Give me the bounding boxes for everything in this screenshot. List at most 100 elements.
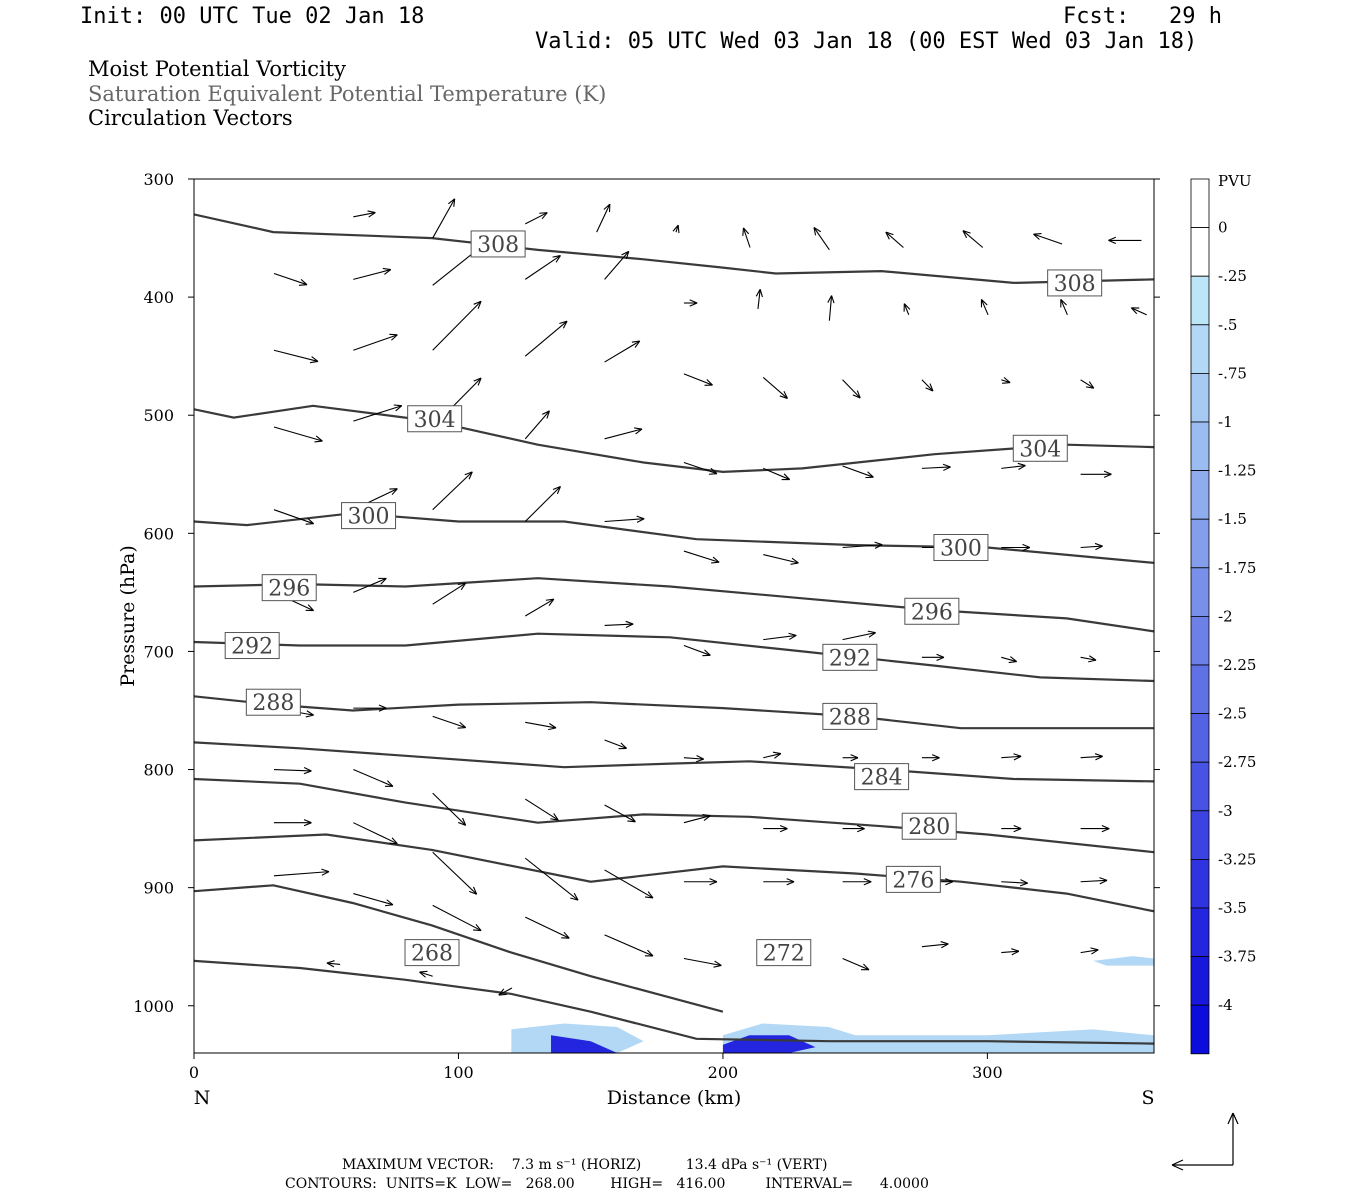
circulation-vector [1001, 753, 1022, 761]
circulation-vector [763, 878, 795, 886]
circulation-vector [842, 824, 865, 833]
circulation-vector [525, 916, 570, 939]
circulation-vector [273, 509, 314, 525]
colorbar-swatch [1190, 567, 1210, 617]
contour-label-288: 288 [822, 702, 878, 730]
circulation-vector [432, 198, 456, 239]
x-tick-label: 300 [972, 1063, 1003, 1082]
circulation-vector [683, 550, 720, 564]
circulation-vector [604, 620, 634, 629]
x-end-label-south: S [1141, 1087, 1154, 1109]
colorbar-label: -.25 [1218, 267, 1247, 285]
circulation-vector [1001, 656, 1018, 664]
contour-label-304: 304 [1012, 434, 1068, 462]
circulation-vector [432, 792, 467, 826]
circulation-vector [842, 465, 874, 479]
circulation-vector [755, 289, 763, 309]
svg-text:304: 304 [414, 408, 456, 433]
circulation-vector [842, 878, 872, 886]
svg-text:288: 288 [829, 705, 871, 730]
circulation-vector [273, 349, 319, 364]
svg-text:296: 296 [268, 577, 310, 602]
svg-text:268: 268 [411, 942, 453, 967]
contour-label-300: 300 [933, 533, 989, 561]
y-tick-label: 1000 [133, 997, 174, 1016]
field-title-vectors: Circulation Vectors [88, 106, 293, 130]
colorbar-swatch [1190, 324, 1210, 374]
circulation-vector [683, 645, 711, 657]
y-tick-label: 600 [143, 524, 174, 543]
circulation-vector [1160, 380, 1173, 390]
circulation-vector [524, 598, 555, 617]
circulation-vector [353, 769, 394, 787]
colorbar-swatch [1190, 761, 1210, 812]
y-tick-label: 900 [143, 879, 174, 898]
colorbar-label: -3.75 [1218, 948, 1256, 966]
contour-label-296: 296 [261, 574, 317, 602]
circulation-vector [353, 210, 376, 218]
contour-284 [194, 741, 1154, 783]
svg-text:300: 300 [940, 536, 982, 561]
y-tick-label: 300 [143, 170, 174, 189]
circulation-vector [1160, 657, 1178, 663]
colorbar-label: 0 [1218, 219, 1228, 237]
svg-text:280: 280 [908, 815, 950, 840]
colorbar-label: -3 [1218, 802, 1233, 820]
circulation-vector [1001, 879, 1028, 887]
colorbar-swatch [1190, 956, 1210, 1006]
circulation-vector [1080, 947, 1099, 955]
contour-layer [194, 213, 1154, 1045]
contour-label-268: 268 [404, 939, 460, 967]
colorbar-swatch [1190, 616, 1210, 666]
y-tick-label: 800 [143, 761, 174, 780]
colorbar-swatch [1190, 372, 1210, 423]
max-vector-note: MAXIMUM VECTOR: 7.3 m s⁻¹ (HORIZ) 13.4 d… [342, 1157, 828, 1173]
y-tick-label: 700 [143, 642, 174, 661]
circulation-vector [1080, 655, 1097, 663]
y-tick-label: 500 [143, 406, 174, 425]
contour-label-276: 276 [885, 865, 941, 893]
contour-304 [194, 404, 1154, 474]
circulation-vector [273, 426, 323, 443]
circulation-vector [683, 814, 711, 824]
circulation-vector [1080, 753, 1103, 761]
circulation-vector [885, 231, 904, 248]
circulation-vector [1159, 544, 1167, 550]
circulation-vector [1080, 877, 1108, 885]
colorbar-label: -3.25 [1218, 850, 1256, 868]
colorbar-label: -2.25 [1218, 656, 1256, 674]
circulation-vector [1001, 543, 1031, 552]
svg-text:284: 284 [861, 766, 903, 791]
contour-label-300: 300 [341, 502, 397, 530]
circulation-vector [763, 824, 788, 833]
circulation-vector [683, 299, 698, 307]
colorbar-swatch [1190, 470, 1210, 520]
circulation-vector [604, 340, 641, 363]
contour-296 [194, 577, 1154, 633]
colorbar-label: -.75 [1218, 364, 1247, 382]
colorbar-swatch [1190, 518, 1210, 569]
colorbar-swatch [1190, 227, 1210, 277]
circulation-vector [1080, 470, 1112, 478]
svg-text:308: 308 [477, 233, 519, 258]
contour-272 [194, 884, 724, 1013]
svg-text:292: 292 [231, 635, 273, 660]
circulation-vector [1033, 233, 1063, 245]
circulation-vector [353, 704, 387, 712]
circulation-vector [273, 272, 308, 286]
circulation-vector [419, 970, 433, 978]
circulation-vector [921, 941, 949, 949]
circulation-vector [842, 958, 870, 971]
circulation-vector [921, 463, 951, 471]
circulation-vector [1001, 948, 1020, 956]
colorbar-swatch [1190, 810, 1210, 860]
circulation-vector [842, 379, 861, 399]
colorbar-swatch [1190, 713, 1210, 763]
circulation-vector [498, 987, 513, 996]
contour-280 [194, 777, 1154, 854]
contour-label-308: 308 [470, 230, 526, 258]
pv-region-1 [551, 1035, 618, 1053]
colorbar-swatch [1190, 178, 1210, 228]
svg-text:304: 304 [1019, 437, 1061, 462]
